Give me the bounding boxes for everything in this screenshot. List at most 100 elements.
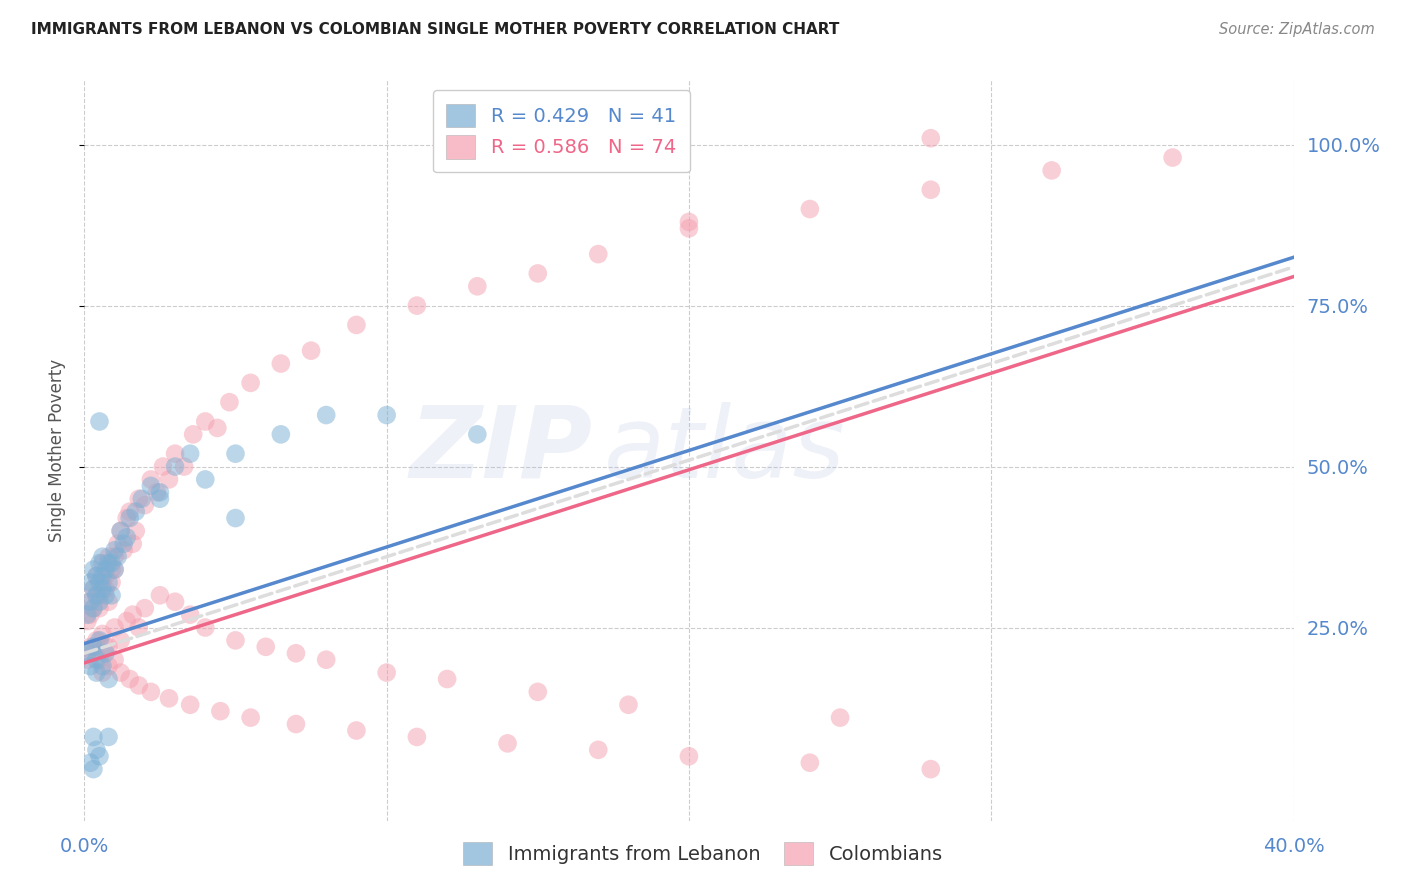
Point xyxy=(194,472,217,486)
Point xyxy=(179,447,201,461)
Point xyxy=(678,221,700,235)
Point xyxy=(270,427,292,442)
Point xyxy=(209,704,232,718)
Point xyxy=(110,524,132,538)
Point xyxy=(82,730,104,744)
Point xyxy=(82,582,104,596)
Point xyxy=(218,395,240,409)
Point xyxy=(97,575,120,590)
Point xyxy=(86,743,108,757)
Point xyxy=(91,627,114,641)
Point xyxy=(121,607,143,622)
Point xyxy=(225,447,247,461)
Point xyxy=(82,646,104,660)
Point xyxy=(118,505,141,519)
Text: ZIP: ZIP xyxy=(409,402,592,499)
Point xyxy=(149,491,172,506)
Point xyxy=(86,665,108,680)
Point xyxy=(346,318,368,332)
Point xyxy=(194,620,217,634)
Point xyxy=(100,556,122,570)
Point xyxy=(79,595,101,609)
Point xyxy=(100,575,122,590)
Point xyxy=(104,563,127,577)
Point xyxy=(118,511,141,525)
Point xyxy=(617,698,640,712)
Point xyxy=(207,421,229,435)
Point xyxy=(89,595,111,609)
Point xyxy=(94,646,117,660)
Point xyxy=(86,588,108,602)
Point xyxy=(139,472,162,486)
Point xyxy=(436,672,458,686)
Point xyxy=(375,408,398,422)
Point xyxy=(97,549,120,564)
Point xyxy=(89,601,111,615)
Point xyxy=(100,588,122,602)
Point xyxy=(82,582,104,596)
Point xyxy=(375,665,398,680)
Point xyxy=(285,717,308,731)
Point xyxy=(799,756,821,770)
Point xyxy=(86,588,108,602)
Point xyxy=(91,569,114,583)
Point xyxy=(79,575,101,590)
Point xyxy=(89,556,111,570)
Point xyxy=(76,607,98,622)
Point xyxy=(146,485,169,500)
Point xyxy=(121,537,143,551)
Point xyxy=(157,472,180,486)
Point xyxy=(125,505,148,519)
Point xyxy=(79,607,101,622)
Point xyxy=(97,556,120,570)
Point xyxy=(86,569,108,583)
Point xyxy=(128,678,150,692)
Point xyxy=(125,524,148,538)
Point xyxy=(76,646,98,660)
Legend: R = 0.429   N = 41, R = 0.586   N = 74: R = 0.429 N = 41, R = 0.586 N = 74 xyxy=(433,90,690,172)
Point xyxy=(588,247,610,261)
Point xyxy=(920,183,942,197)
Point xyxy=(97,640,120,654)
Point xyxy=(79,756,101,770)
Point xyxy=(97,595,120,609)
Point xyxy=(254,640,277,654)
Point xyxy=(179,698,201,712)
Point xyxy=(406,730,429,744)
Point xyxy=(104,653,127,667)
Point xyxy=(527,267,550,281)
Point xyxy=(89,749,111,764)
Point xyxy=(299,343,322,358)
Point xyxy=(76,653,98,667)
Point xyxy=(104,563,127,577)
Point xyxy=(134,601,156,615)
Point xyxy=(149,485,172,500)
Legend: Immigrants from Lebanon, Colombians: Immigrants from Lebanon, Colombians xyxy=(454,832,952,875)
Point xyxy=(86,569,108,583)
Point xyxy=(149,588,172,602)
Point xyxy=(173,459,195,474)
Point xyxy=(107,549,129,564)
Point xyxy=(1161,151,1184,165)
Point xyxy=(94,563,117,577)
Point xyxy=(91,549,114,564)
Point xyxy=(86,653,108,667)
Point xyxy=(86,633,108,648)
Point xyxy=(82,640,104,654)
Point xyxy=(179,607,201,622)
Point xyxy=(79,640,101,654)
Point xyxy=(94,640,117,654)
Point xyxy=(315,408,337,422)
Point xyxy=(89,588,111,602)
Point xyxy=(94,588,117,602)
Point xyxy=(920,131,942,145)
Point xyxy=(467,427,489,442)
Point xyxy=(225,633,247,648)
Point xyxy=(588,743,610,757)
Point xyxy=(89,575,111,590)
Point xyxy=(94,582,117,596)
Point xyxy=(115,511,138,525)
Point xyxy=(91,665,114,680)
Point xyxy=(97,730,120,744)
Point xyxy=(131,491,153,506)
